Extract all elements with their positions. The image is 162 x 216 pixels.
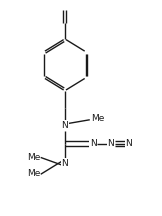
Text: Me: Me — [27, 153, 40, 162]
Text: Me: Me — [27, 169, 40, 178]
Text: N: N — [108, 139, 114, 148]
Text: N: N — [61, 159, 68, 168]
Text: Me: Me — [91, 114, 104, 123]
Text: N: N — [90, 139, 97, 148]
Text: N: N — [61, 121, 68, 130]
Text: N: N — [125, 139, 132, 148]
